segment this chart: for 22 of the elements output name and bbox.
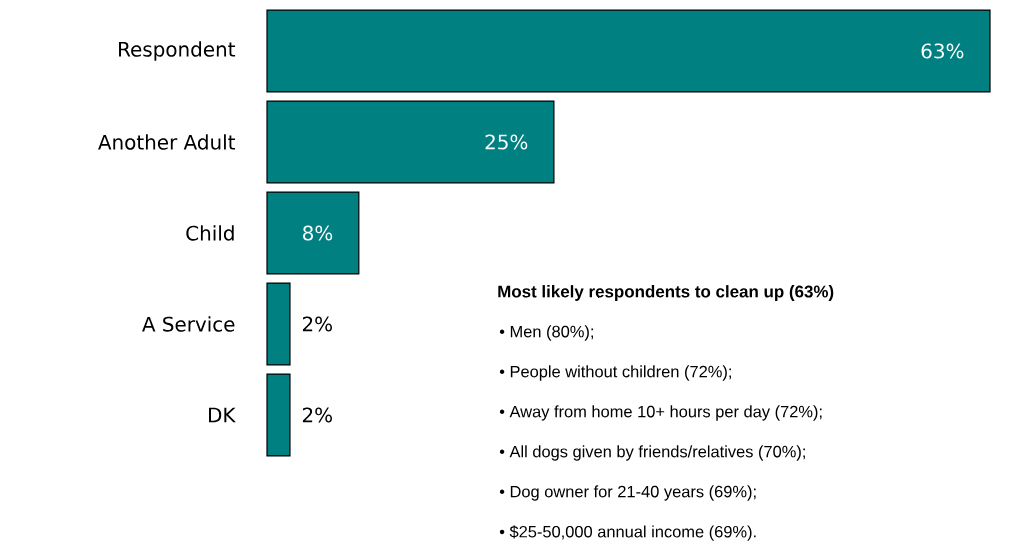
bar xyxy=(266,282,291,366)
annotation: • All dogs given by friends/relatives (70%); xyxy=(499,445,805,461)
data-label: 63% xyxy=(921,43,964,59)
bar xyxy=(266,373,291,457)
text: • Dog owner for 21-40 years (69%); xyxy=(499,485,756,501)
bar xyxy=(266,9,991,93)
data-label: 8% xyxy=(303,225,333,241)
text: • $25-50,000 annual income (69%). xyxy=(499,525,756,541)
y-tick-label: A Service xyxy=(142,316,235,332)
y-tick-label: DK xyxy=(209,407,236,423)
annotation: • Men (80%); xyxy=(499,325,593,341)
y-tick-label: Respondent xyxy=(119,41,236,61)
annotation: • Away from home 10+ hours per day (72%); xyxy=(499,405,822,421)
data-label: 2% xyxy=(302,407,332,423)
data-label: 25% xyxy=(485,134,528,150)
y-tick-label: Another Adult xyxy=(98,134,236,150)
annotation: Most likely respondents to clean up (63%) xyxy=(498,285,834,301)
bar xyxy=(266,191,360,275)
annotation: • People without children (72%); xyxy=(499,365,731,381)
data-label: 2% xyxy=(302,316,332,332)
y-tick-label: Child xyxy=(186,225,234,241)
bar xyxy=(266,100,555,184)
